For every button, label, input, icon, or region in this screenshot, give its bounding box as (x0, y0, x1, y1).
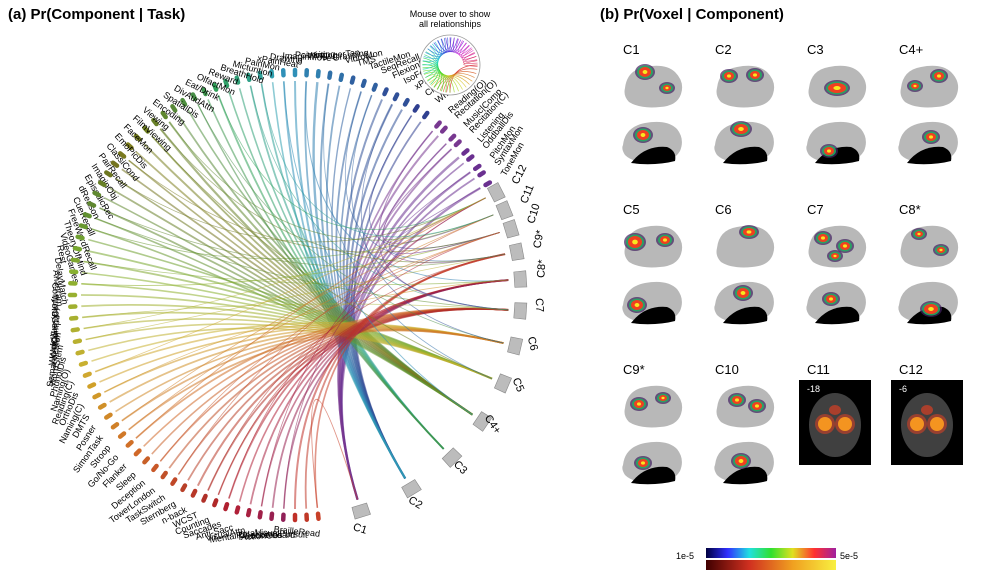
brain-lateral (799, 220, 871, 270)
brain-medial (615, 115, 687, 165)
brain-grid: C1 C2 C3 C4+ C5 C6 C7 C8* C9* C10 C11 -18 C12 -6 1… (0, 0, 1000, 585)
brain-medial (707, 275, 779, 325)
brain-component-label: C6 (715, 202, 732, 217)
brain-component-label: C1 (623, 42, 640, 57)
brain-component-label: C11 (807, 362, 830, 377)
brain-medial (891, 275, 963, 325)
colorbar-hi: 5e-5 (840, 551, 858, 561)
brain-medial (799, 275, 871, 325)
brain-component-label: C4+ (899, 42, 923, 57)
brain-component-label: C8* (899, 202, 921, 217)
brain-component-label: C3 (807, 42, 824, 57)
brain-medial (799, 115, 871, 165)
brain-component-label: C5 (623, 202, 640, 217)
colorbar-bottom (706, 560, 836, 570)
brain-lateral (707, 380, 779, 430)
brain-medial (615, 435, 687, 485)
brain-axial: -18 (799, 380, 871, 465)
brain-lateral (891, 220, 963, 270)
svg-text:-6: -6 (899, 384, 907, 394)
brain-medial (707, 115, 779, 165)
brain-lateral (615, 220, 687, 270)
brain-component-label: C10 (715, 362, 739, 377)
brain-lateral (615, 380, 687, 430)
brain-component-label: C9* (623, 362, 645, 377)
brain-lateral (615, 60, 687, 110)
brain-lateral (799, 60, 871, 110)
brain-component-label: C7 (807, 202, 824, 217)
colorbar-lo: 1e-5 (676, 551, 694, 561)
brain-lateral (707, 60, 779, 110)
brain-medial (891, 115, 963, 165)
colorbar-top (706, 548, 836, 558)
brain-medial (707, 435, 779, 485)
brain-lateral (707, 220, 779, 270)
brain-lateral (891, 60, 963, 110)
brain-medial (615, 275, 687, 325)
brain-axial: -6 (891, 380, 963, 465)
brain-component-label: C2 (715, 42, 732, 57)
brain-component-label: C12 (899, 362, 923, 377)
svg-text:-18: -18 (807, 384, 820, 394)
